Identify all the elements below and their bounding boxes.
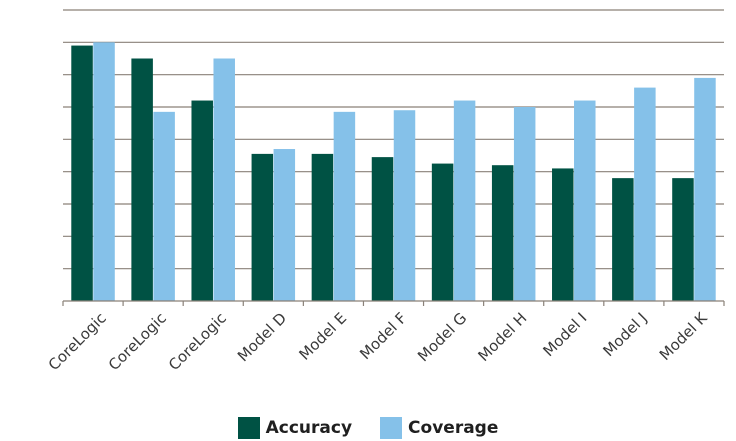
category-label: Model E [296, 309, 351, 364]
category-label: Model H [475, 309, 531, 365]
legend-label-accuracy: Accuracy [265, 418, 353, 438]
bars [71, 42, 716, 302]
bar-coverage-4[interactable] [273, 149, 296, 301]
bar-accuracy-10[interactable] [612, 178, 634, 301]
bar-accuracy-4[interactable] [251, 153, 274, 301]
category-label: Model G [414, 309, 470, 365]
category-label: Model K [656, 308, 712, 364]
category-label: Model I [539, 309, 590, 360]
bar-accuracy-7[interactable] [431, 163, 454, 301]
legend-swatch-coverage [380, 417, 403, 439]
bar-accuracy-8[interactable] [491, 165, 514, 301]
category-label: CoreLogic [165, 309, 230, 374]
legend-swatch-accuracy [237, 417, 260, 439]
legend-item-accuracy[interactable]: Accuracy [237, 417, 353, 439]
bar-coverage-6[interactable] [393, 110, 416, 301]
category-label: CoreLogic [45, 309, 110, 374]
category-label: Model F [356, 309, 410, 363]
bar-coverage-8[interactable] [513, 107, 536, 301]
legend: Accuracy Coverage [0, 415, 736, 441]
bar-accuracy-6[interactable] [371, 157, 394, 301]
legend-label-coverage: Coverage [408, 418, 499, 438]
category-label: Model J [600, 309, 651, 360]
bar-coverage-5[interactable] [333, 111, 356, 301]
bar-accuracy-11[interactable] [672, 178, 694, 301]
bar-accuracy-3[interactable] [191, 100, 213, 302]
bar-coverage-1[interactable] [93, 42, 115, 301]
bar-accuracy-1[interactable] [71, 45, 93, 301]
bar-coverage-11[interactable] [694, 77, 716, 302]
category-label: Model D [234, 309, 290, 365]
bar-accuracy-5[interactable] [311, 153, 334, 301]
bar-coverage-7[interactable] [453, 100, 476, 302]
bar-coverage-3[interactable] [213, 58, 235, 302]
x-axis [62, 300, 725, 306]
bar-coverage-2[interactable] [153, 111, 175, 301]
bar-coverage-9[interactable] [574, 100, 596, 302]
category-label: CoreLogic [105, 309, 170, 374]
bar-accuracy-9[interactable] [552, 168, 574, 301]
legend-item-coverage[interactable]: Coverage [380, 417, 498, 439]
bar-accuracy-2[interactable] [131, 58, 153, 302]
bar-coverage-10[interactable] [634, 87, 656, 301]
